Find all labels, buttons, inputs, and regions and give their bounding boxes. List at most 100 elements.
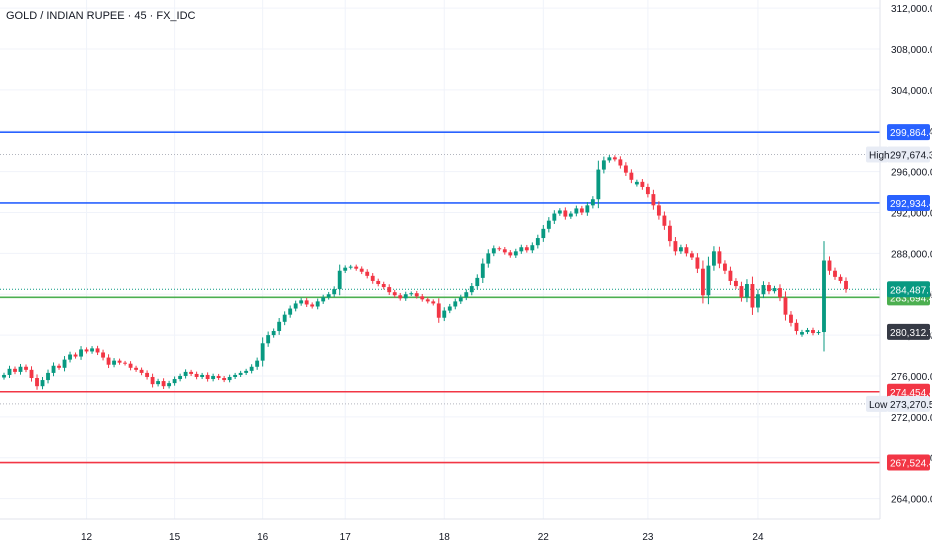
candle-body <box>557 210 562 214</box>
candle-body <box>475 277 480 287</box>
candle-body <box>409 293 414 295</box>
candle-body <box>750 284 755 308</box>
candle-body <box>332 289 337 295</box>
candle-body <box>513 251 518 256</box>
candle-body <box>35 378 39 387</box>
high-value-label: 297,674.3 <box>890 151 932 162</box>
candle-body <box>612 157 617 160</box>
candle-body <box>783 297 788 315</box>
candle-body <box>524 247 529 251</box>
candle-body <box>497 248 502 250</box>
high-badge-label: High <box>869 151 890 162</box>
candle-body <box>266 335 271 344</box>
candle-body <box>794 322 799 332</box>
candle-body <box>376 280 381 285</box>
y-tick-label: 264,000.0 <box>891 495 932 506</box>
candle-body <box>249 366 254 371</box>
candle-body <box>656 205 661 216</box>
candle-body <box>310 304 315 307</box>
candle-body <box>145 372 150 377</box>
candle-body <box>24 366 28 370</box>
candle-body <box>370 275 375 281</box>
candle-body <box>717 251 722 264</box>
candle-body <box>667 225 672 242</box>
candle-body <box>728 270 733 281</box>
low-value-label-bg <box>887 395 930 412</box>
grid <box>0 0 880 519</box>
candle-body <box>315 301 320 307</box>
candle-body <box>607 157 612 161</box>
candle-body <box>723 263 727 271</box>
candle-body <box>684 247 689 254</box>
candle-body <box>29 369 34 379</box>
candle-body <box>178 375 183 380</box>
candle-body <box>18 366 23 372</box>
candles <box>2 155 848 390</box>
candle-body <box>365 271 370 276</box>
candle-body <box>651 194 656 206</box>
candle-body <box>205 374 210 380</box>
candle-body <box>673 241 678 252</box>
level-price-label-bg <box>887 383 930 400</box>
y-tick-label: 272,000.0 <box>891 413 932 424</box>
candle-body <box>13 368 17 372</box>
candle-body <box>233 374 238 377</box>
candle-body <box>739 286 744 298</box>
level-price-label: 274,454.4 <box>890 388 932 399</box>
x-tick-label: 23 <box>642 532 654 543</box>
prev-close-label: 280,312.7 <box>890 328 932 339</box>
candle-body <box>139 369 144 373</box>
candle-body <box>216 375 221 379</box>
candle-body <box>645 186 650 195</box>
candle-body <box>756 294 760 308</box>
last-price-label: 284,487.7 <box>890 285 932 296</box>
candle-body <box>84 349 89 352</box>
candle-body <box>128 363 133 368</box>
candle-body <box>706 265 711 296</box>
candle-body <box>304 300 309 305</box>
candle-body <box>678 247 683 252</box>
candle-body <box>112 360 116 365</box>
candle-body <box>640 181 645 187</box>
candle-body <box>811 329 815 334</box>
candle-body <box>822 260 826 333</box>
low-badge-label: Low <box>869 400 888 411</box>
candle-body <box>805 329 810 333</box>
candle-body <box>453 301 458 307</box>
level-price-label-bg <box>887 194 930 211</box>
candle-body <box>712 251 716 266</box>
candle-body <box>255 360 260 367</box>
candle-body <box>431 301 436 304</box>
candle-body <box>761 285 766 295</box>
candle-body <box>662 215 667 226</box>
candle-body <box>62 359 67 368</box>
price-labels: 299,864.4 292,934.4 283,694.4 274,454.4 267,… <box>866 124 932 471</box>
candle-body <box>326 294 331 298</box>
candle-body <box>601 160 606 170</box>
candle-body <box>778 288 782 298</box>
candle-body <box>161 381 166 387</box>
horizontal-levels <box>0 131 880 464</box>
candle-body <box>90 348 94 352</box>
candle-body <box>398 295 403 299</box>
candle-body <box>623 165 628 173</box>
y-tick-label: 312,000.0 <box>891 4 932 15</box>
x-tick-label: 15 <box>169 532 181 543</box>
level-price-label: 292,934.4 <box>890 199 932 210</box>
candle-body <box>51 365 56 373</box>
candle-body <box>150 376 155 385</box>
candle-body <box>486 253 491 264</box>
candle-body <box>106 357 111 365</box>
y-tick-label: 308,000.0 <box>891 45 932 56</box>
candle-body <box>618 159 623 166</box>
candle-body <box>458 297 463 302</box>
candle-body <box>789 314 793 323</box>
candle-body <box>596 169 601 200</box>
candle-body <box>508 252 513 256</box>
axes: 312,000.0308,000.0304,000.0300,000.0296,… <box>0 0 932 543</box>
y-tick-label: 292,000.0 <box>891 209 932 220</box>
candle-body <box>359 268 364 272</box>
candle-body <box>117 360 122 363</box>
